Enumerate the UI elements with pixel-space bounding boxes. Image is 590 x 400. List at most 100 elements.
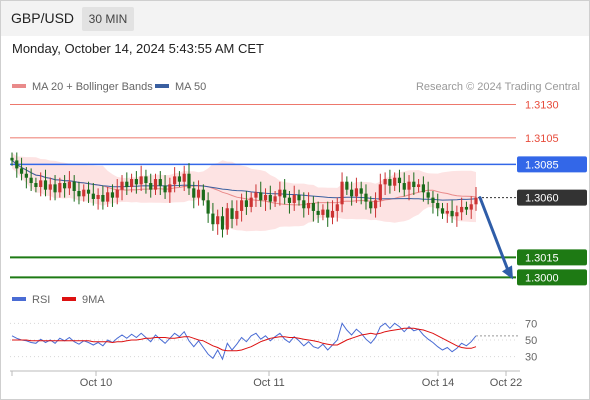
candle-body: [177, 176, 182, 182]
candle-body: [302, 200, 306, 209]
candle-body: [350, 189, 354, 197]
level-label-1.3105: 1.3105: [525, 133, 559, 145]
candle-body: [10, 157, 14, 161]
candle-body: [149, 183, 153, 190]
candle-body: [335, 204, 339, 211]
candle-body: [206, 200, 210, 214]
candle-body: [53, 184, 57, 193]
top-bar: GBP/USD 30 MIN: [0, 0, 590, 36]
candle-body: [278, 189, 282, 197]
symbol-title: GBP/USD: [11, 10, 75, 26]
candle-body: [182, 173, 186, 182]
candle-body: [259, 192, 263, 201]
candle-body: [86, 189, 91, 194]
price-panel: 1.3130 1.3105 1.3085 1.3060 1.3015 1.3000: [10, 100, 587, 286]
candle-body: [373, 200, 378, 209]
candle-body: [450, 210, 454, 217]
candle-body: [359, 188, 363, 194]
candle-body: [393, 177, 397, 186]
candle-body: [110, 192, 115, 198]
candle-body: [24, 173, 28, 178]
candle-body: [383, 179, 387, 185]
rsi-legend-swatch: [12, 297, 26, 301]
candle-body: [421, 184, 425, 193]
candle-body: [316, 210, 320, 215]
level-label-box-1.3060: [517, 189, 587, 206]
candle-body: [230, 208, 234, 219]
rsi-tick-label-30: 30: [525, 352, 537, 364]
rsi-ma-legend-swatch: [62, 297, 76, 301]
candle-body: [63, 183, 67, 189]
candle-body: [192, 188, 196, 198]
forecast-arrow-head: [502, 265, 513, 280]
rsi-legend-label: RSI: [32, 294, 50, 306]
candle-body: [311, 202, 315, 211]
candle-body: [187, 173, 191, 189]
candle-body: [158, 179, 162, 186]
candle-body: [330, 210, 335, 218]
candle-body: [82, 189, 86, 197]
level-label-1.3130: 1.3130: [525, 100, 559, 112]
candle-body: [58, 183, 62, 193]
level-label-box-1.3085: [517, 156, 587, 173]
candle-body: [445, 210, 449, 214]
rsi-panel: 70 50 30: [10, 318, 537, 364]
candle-body: [115, 189, 119, 198]
candle-body: [173, 176, 177, 185]
candle-body: [378, 184, 382, 201]
forecast-arrow: [478, 196, 510, 272]
candle-body: [91, 193, 95, 199]
rsi-tick-label-70: 70: [525, 318, 537, 330]
candle-body: [15, 160, 19, 169]
level-label-1.3085: 1.3085: [525, 159, 559, 171]
ma20-legend-swatch: [12, 84, 26, 88]
candle-body: [416, 184, 421, 188]
candle-body: [134, 179, 138, 185]
candle-body: [321, 209, 325, 215]
candle-body: [67, 181, 72, 189]
level-label-box-1.3000: [517, 269, 587, 286]
rsi-ma-line: [12, 327, 477, 352]
rsi-tick-label-50: 50: [525, 335, 537, 347]
candle-body: [96, 194, 100, 199]
candle-body: [407, 181, 411, 190]
candle-body: [369, 201, 373, 209]
candle-body: [139, 176, 143, 185]
candle-body: [436, 202, 440, 209]
candle-body: [201, 189, 205, 201]
candle-body: [469, 204, 473, 210]
bollinger-band: [12, 152, 476, 232]
time-axis-label-Oct-14: Oct 14: [422, 377, 454, 389]
candle-body: [292, 194, 296, 203]
candle-body: [326, 209, 330, 218]
candle-body: [43, 180, 48, 190]
ma50-legend-label: MA 50: [175, 81, 206, 93]
candle-body: [263, 194, 268, 201]
candle-body: [306, 202, 311, 209]
copyright-text: Research © 2024 Trading Central: [416, 81, 580, 93]
candle-body: [460, 206, 464, 213]
level-label-1.3060: 1.3060: [525, 193, 559, 205]
candle-body: [412, 181, 416, 188]
candle-body: [240, 200, 244, 211]
candle-body: [254, 192, 258, 198]
candle-body: [440, 208, 445, 214]
candle-body: [402, 183, 406, 190]
time-axis-label-Oct-22: Oct 22: [490, 377, 522, 389]
candle-body: [19, 168, 24, 174]
candle-body: [216, 216, 220, 225]
candle-body: [345, 181, 349, 190]
candle-body: [34, 183, 38, 188]
timeframe-button[interactable]: 30 MIN: [82, 7, 134, 31]
ma50-line: [11, 160, 477, 201]
candle-body: [249, 197, 253, 207]
candle-body: [120, 181, 124, 190]
candle-body: [48, 184, 52, 190]
time-axis-label-Oct-11: Oct 11: [253, 377, 285, 389]
candle-body: [388, 179, 392, 186]
candle-body: [101, 194, 105, 202]
candle-body: [431, 197, 435, 203]
candle-body: [283, 189, 287, 198]
level-label-1.3000: 1.3000: [525, 272, 559, 284]
